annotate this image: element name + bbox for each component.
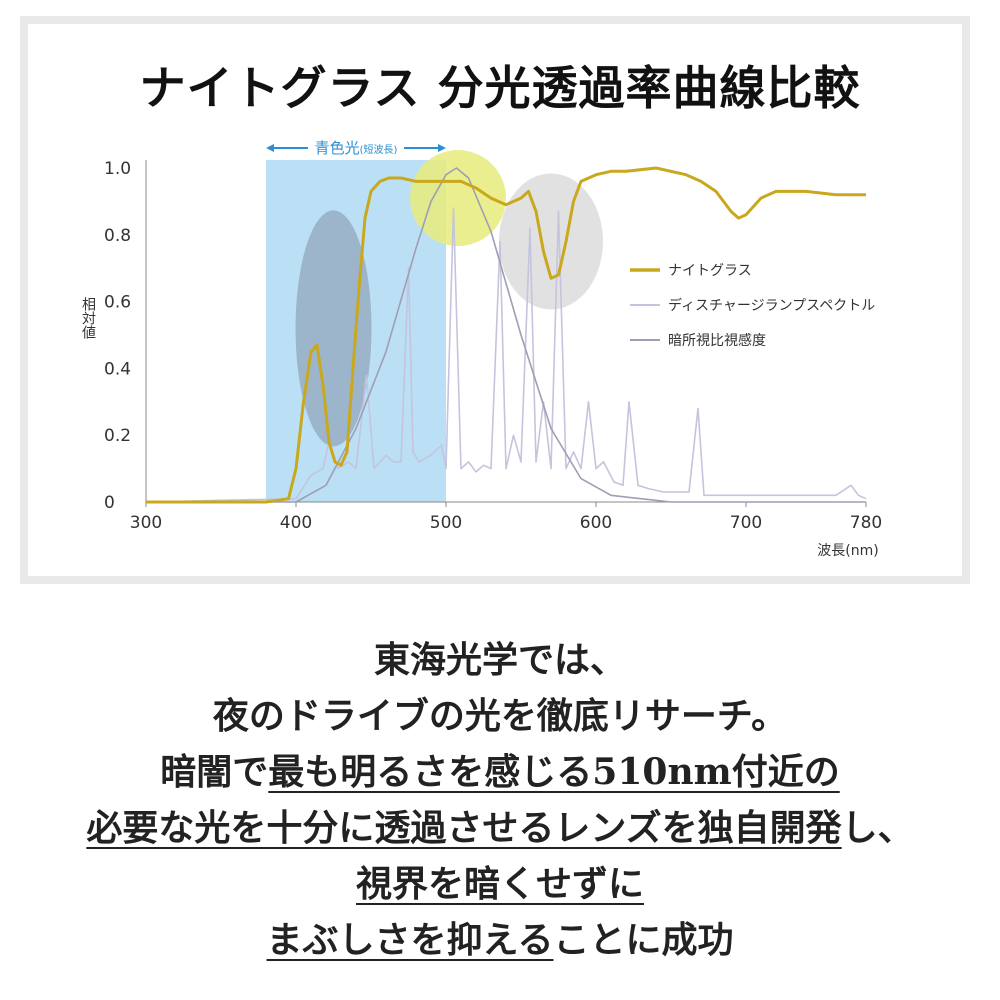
x-tick-label: 780 xyxy=(850,513,882,533)
y-tick-label: 1.0 xyxy=(104,159,131,179)
series-line-3 xyxy=(266,167,866,503)
band-arrowhead-left xyxy=(266,144,274,152)
x-tick-label: 500 xyxy=(430,513,462,533)
legend-label-3: 暗所視比視感度 xyxy=(668,332,766,349)
legend-label-2: ディスチャージランプスペクトル xyxy=(668,297,875,314)
caption-line-5-underlined: 視界を暗くせずに xyxy=(355,863,644,905)
highlight-circle-3 xyxy=(499,173,603,310)
caption-line-3-underlined: 最も明るさを感じる510nm付近の xyxy=(268,751,840,793)
y-tick-label: 0.6 xyxy=(104,293,131,313)
x-tick-label: 400 xyxy=(280,513,312,533)
band-arrowhead-right xyxy=(438,144,446,152)
y-tick-label: 0.8 xyxy=(104,226,131,246)
caption-line-2: 夜のドライブの光を徹底リサーチ。 xyxy=(212,695,788,737)
series-line-2 xyxy=(145,207,867,503)
caption-line-1: 東海光学では、 xyxy=(373,639,626,681)
caption-line-6-underlined: まぶしさを抑える xyxy=(266,919,554,961)
x-tick-label: 300 xyxy=(130,513,162,533)
caption-line-6: まぶしさを抑えることに成功 xyxy=(0,912,1000,968)
caption-line-6-plain: ことに成功 xyxy=(553,919,734,961)
x-tick-label: 600 xyxy=(580,513,612,533)
y-tick-label: 0.2 xyxy=(104,426,131,446)
x-tick-label: 700 xyxy=(730,513,762,533)
x-axis-label: 波長(nm) xyxy=(817,543,878,559)
chart-title: ナイトグラス 分光透過率曲線比較 xyxy=(139,61,861,115)
blue-light-band-label: 青色光(短波長) xyxy=(315,139,398,157)
caption-line-3: 暗闇で最も明るさを感じる510nm付近の xyxy=(0,744,1000,800)
caption-text: 東海光学では、 夜のドライブの光を徹底リサーチ。 暗闇で最も明るさを感じる510… xyxy=(0,632,1000,968)
chart-card xyxy=(20,16,970,584)
caption-line-3-plain: 暗闇で xyxy=(160,751,269,793)
caption-line-4-plain: し、 xyxy=(841,807,914,849)
plot-lines xyxy=(145,166,867,504)
legend-label-1: ナイトグラス xyxy=(668,263,752,279)
caption-line-4: 必要な光を十分に透過させるレンズを独自開発し、 xyxy=(0,800,1000,856)
caption-line-4-underlined: 必要な光を十分に透過させるレンズを独自開発 xyxy=(86,807,842,849)
chart-svg: 青色光(短波長) 300 400 500 600 700 780 0 0.2 0.4 0.6 0.8… xyxy=(80,139,882,559)
highlight-circle-2 xyxy=(410,150,506,247)
y-tick-label: 0.4 xyxy=(104,359,131,379)
caption-line-5: 視界を暗くせずに xyxy=(0,856,1000,912)
highlight-circle-1 xyxy=(295,210,372,447)
y-axis-label: 相対値 xyxy=(80,297,96,339)
series-line-1 xyxy=(146,166,866,504)
y-tick-label: 0 xyxy=(104,493,115,513)
